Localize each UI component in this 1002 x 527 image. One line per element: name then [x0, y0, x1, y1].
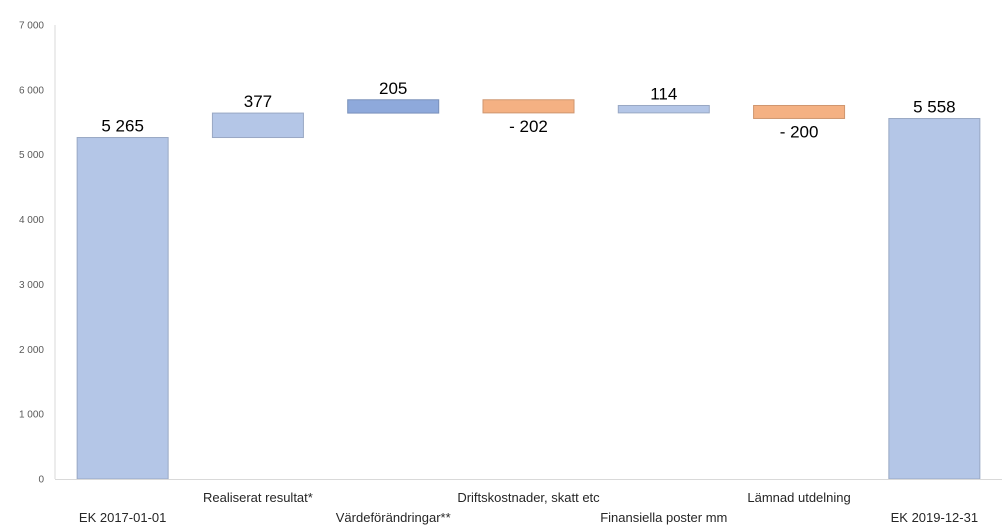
- y-tick-label: 0: [38, 475, 44, 486]
- x-category-label: Realiserat resultat*: [203, 490, 313, 505]
- x-category-label: EK 2019-12-31: [891, 510, 978, 525]
- data-label: 5 558: [913, 98, 956, 117]
- data-label: - 202: [509, 117, 548, 136]
- bar-total: [888, 118, 981, 480]
- x-category-label: EK 2017-01-01: [79, 510, 166, 525]
- bar-increase: [211, 112, 304, 139]
- x-category-label: Värdeförändringar**: [336, 510, 451, 525]
- data-label: 5 265: [101, 117, 144, 136]
- bar-decrease: [482, 99, 575, 114]
- y-tick-label: 4 000: [19, 215, 44, 226]
- bar-decrease: [753, 104, 846, 119]
- x-category-label: Driftskostnader, skatt etc: [457, 490, 600, 505]
- data-label: 114: [650, 84, 677, 103]
- bar-increase: [617, 104, 710, 114]
- x-category-label: Finansiella poster mm: [600, 510, 727, 525]
- y-tick-label: 1 000: [19, 410, 44, 421]
- x-category-label: Lämnad utdelning: [747, 490, 850, 505]
- y-tick-label: 7 000: [19, 21, 44, 32]
- y-tick-label: 3 000: [19, 280, 44, 291]
- data-label: 205: [379, 79, 407, 98]
- y-tick-label: 6 000: [19, 85, 44, 96]
- y-tick-label: 2 000: [19, 345, 44, 356]
- data-label: 377: [244, 92, 272, 111]
- y-tick-label: 5 000: [19, 150, 44, 161]
- data-label: - 200: [780, 122, 819, 141]
- bar-increase: [347, 99, 440, 114]
- bar-total: [76, 137, 169, 480]
